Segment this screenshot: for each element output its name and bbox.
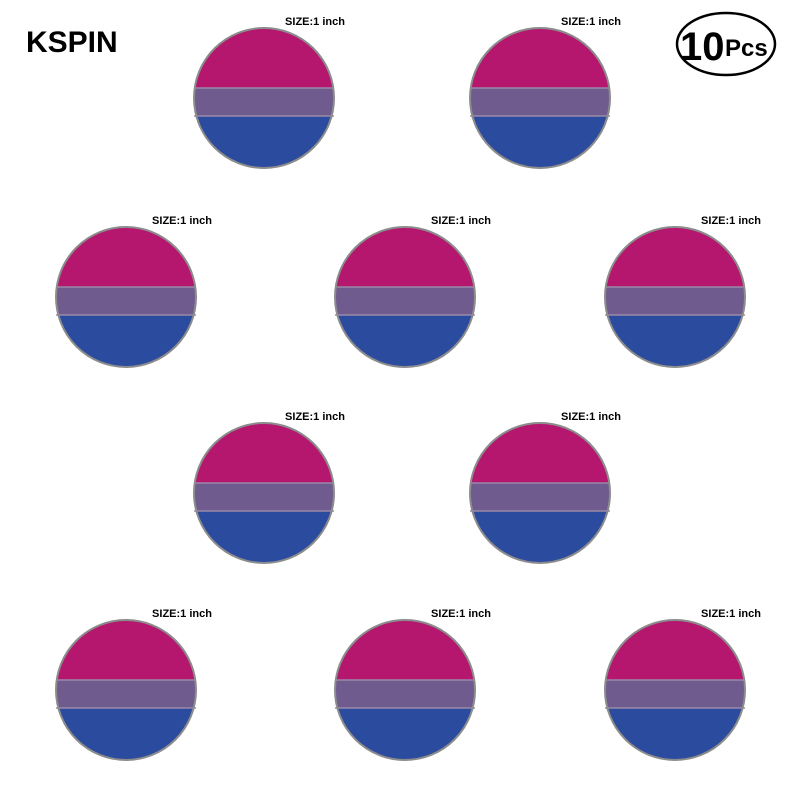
pin-rim — [193, 422, 335, 564]
stripe-lavender — [335, 287, 475, 315]
pin-rim — [604, 226, 746, 368]
stripe-lavender — [605, 287, 745, 315]
pin-rim — [469, 422, 611, 564]
size-label: SIZE:1 inch — [285, 16, 345, 28]
stripe-lavender — [56, 287, 196, 315]
size-label: SIZE:1 inch — [152, 608, 212, 620]
pin-rim — [469, 27, 611, 169]
stripe-lavender — [470, 88, 610, 116]
size-label: SIZE:1 inch — [561, 411, 621, 423]
pin-rim — [55, 619, 197, 761]
pin-face — [56, 620, 196, 760]
stripe-lavender — [194, 88, 334, 116]
stripe-lavender — [335, 680, 475, 708]
size-label: SIZE:1 inch — [701, 215, 761, 227]
badge-outline — [675, 11, 777, 77]
stripe-lavender — [605, 680, 745, 708]
quantity: 10 — [680, 25, 725, 69]
brand: KSPIN — [26, 26, 118, 59]
pin — [55, 619, 197, 761]
size-label: SIZE:1 inch — [701, 608, 761, 620]
pin-rim — [55, 226, 197, 368]
pin-rim — [604, 619, 746, 761]
pin-rim — [334, 226, 476, 368]
size-label: SIZE:1 inch — [152, 215, 212, 227]
quantity-badge: 10 Pcs — [675, 11, 777, 77]
size-label: SIZE:1 inch — [561, 16, 621, 28]
pin-rim — [334, 619, 476, 761]
stripe-lavender — [194, 483, 334, 511]
stripe-lavender — [470, 483, 610, 511]
size-label: SIZE:1 inch — [285, 411, 345, 423]
quantity-unit: Pcs — [725, 35, 768, 62]
size-label: SIZE:1 inch — [431, 608, 491, 620]
stripe-lavender — [56, 680, 196, 708]
size-label: SIZE:1 inch — [431, 215, 491, 227]
pin-rim — [193, 27, 335, 169]
